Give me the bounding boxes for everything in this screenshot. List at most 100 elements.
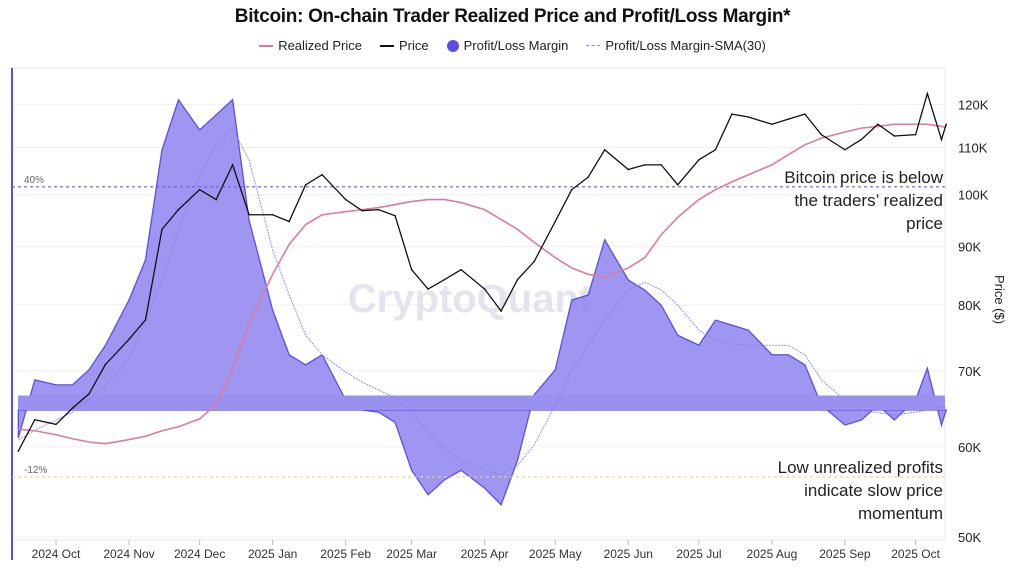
x-tick-label: 2025 Jan <box>248 547 297 561</box>
legend-label: Realized Price <box>278 38 363 53</box>
price-point <box>926 92 929 95</box>
watermark: CryptoQuant <box>348 277 592 321</box>
margin-baseline-band <box>18 395 945 410</box>
sma-line <box>18 127 947 476</box>
x-tick-label: 2025 Oct <box>891 547 940 561</box>
legend: Realized Price Price Profit/Loss Margin … <box>0 38 1025 53</box>
annotation-line: Low unrealized profits <box>777 458 943 477</box>
price-point <box>17 450 20 452</box>
annotation-line: the traders’ realized <box>794 191 943 210</box>
price-point <box>787 118 790 120</box>
y-tick-label: 120K <box>958 98 989 113</box>
annotation-line: indicate slow price <box>804 481 943 500</box>
price-point <box>914 133 917 136</box>
price-point <box>587 176 590 178</box>
price-point <box>945 123 947 126</box>
price-point <box>731 113 733 115</box>
x-tick-label: 2025 May <box>529 547 582 561</box>
legend-label: Profit/Loss Margin-SMA(30) <box>605 38 766 53</box>
legend-item-realized-price[interactable]: Realized Price <box>259 38 362 53</box>
legend-item-price[interactable]: Price <box>380 38 429 53</box>
price-point <box>427 288 429 290</box>
x-tick-label: 2024 Dec <box>174 547 225 561</box>
y-tick-label: 60K <box>958 440 981 455</box>
annotation-line: Bitcoin price is below <box>784 168 943 187</box>
x-tick-label: 2024 Nov <box>103 547 154 561</box>
y-axis-label: Price ($) <box>992 274 1008 325</box>
price-point <box>377 208 380 211</box>
price-point <box>304 184 307 186</box>
legend-label: Profit/Loss Margin <box>463 38 569 53</box>
price-point <box>104 363 107 366</box>
legend-item-margin[interactable]: Profit/Loss Margin <box>446 38 569 53</box>
annotation-low-profits: Low unrealized profits indicate slow pri… <box>778 456 943 525</box>
price-point <box>215 198 217 201</box>
price-point <box>128 338 130 341</box>
price-point <box>231 164 234 166</box>
price-point <box>771 123 773 126</box>
realized-price-line <box>18 123 947 445</box>
price-point <box>603 148 606 151</box>
price-point <box>144 319 147 321</box>
price-point <box>55 423 57 426</box>
price-point <box>516 278 519 281</box>
price-point <box>71 407 74 409</box>
x-tick-label: 2025 Apr <box>461 547 509 561</box>
price-point <box>570 188 573 191</box>
price-point <box>676 184 679 186</box>
y-tick-label: 90K <box>958 240 981 255</box>
legend-swatch <box>586 45 601 46</box>
x-tick-label: 2025 Sep <box>819 547 871 561</box>
price-point <box>660 164 663 166</box>
reference-line-label: 40% <box>24 175 44 186</box>
legend-swatch <box>380 44 395 47</box>
x-tick-label: 2025 Aug <box>747 547 798 561</box>
price-line <box>17 91 947 452</box>
price-point <box>500 310 502 312</box>
x-tick-label: 2025 Jun <box>604 547 653 561</box>
legend-item-sma[interactable]: Profit/Loss Margin-SMA(30) <box>586 38 766 53</box>
y-tick-label: 110K <box>958 141 988 156</box>
price-point <box>321 173 323 176</box>
price-point <box>177 208 180 211</box>
chart-title: Bitcoin: On-chain Trader Realized Price … <box>234 6 791 27</box>
price-point <box>698 158 700 161</box>
price-point <box>410 268 413 271</box>
price-point <box>714 148 717 151</box>
annotation-line: momentum <box>857 504 943 523</box>
price-point <box>271 213 274 216</box>
price-point <box>443 278 446 281</box>
price-point <box>34 418 36 421</box>
price-point <box>198 188 201 191</box>
x-tick-label: 2024 Oct <box>32 547 81 561</box>
price-point <box>877 123 879 126</box>
y-tick-label: 50K <box>958 530 981 545</box>
price-point <box>460 268 462 271</box>
annotation-line: price <box>906 214 943 233</box>
legend-label: Price <box>399 38 429 53</box>
y-tick-label: 70K <box>958 364 981 379</box>
price-point <box>248 213 250 216</box>
price-point <box>940 138 943 141</box>
annotation-realized-price: Bitcoin price is below the traders’ real… <box>784 166 943 235</box>
price-point <box>860 138 863 141</box>
price-point <box>344 198 347 201</box>
reference-line-label: -12% <box>24 465 47 476</box>
price-point <box>394 214 396 217</box>
price-point <box>288 220 290 223</box>
y-tick-label: 80K <box>958 298 981 313</box>
price-point <box>643 164 646 166</box>
x-tick-label: 2025 Jul <box>676 547 721 561</box>
x-tick-label: 2025 Feb <box>320 547 371 561</box>
price-point <box>747 116 750 118</box>
price-point <box>554 220 557 223</box>
legend-swatch <box>259 44 274 47</box>
x-tick-label: 2025 Mar <box>386 547 437 561</box>
legend-swatch <box>446 39 459 52</box>
price-point <box>533 260 535 263</box>
price-point <box>361 209 363 212</box>
price-point <box>844 148 846 151</box>
price-point <box>483 288 486 290</box>
price-point <box>893 135 896 137</box>
